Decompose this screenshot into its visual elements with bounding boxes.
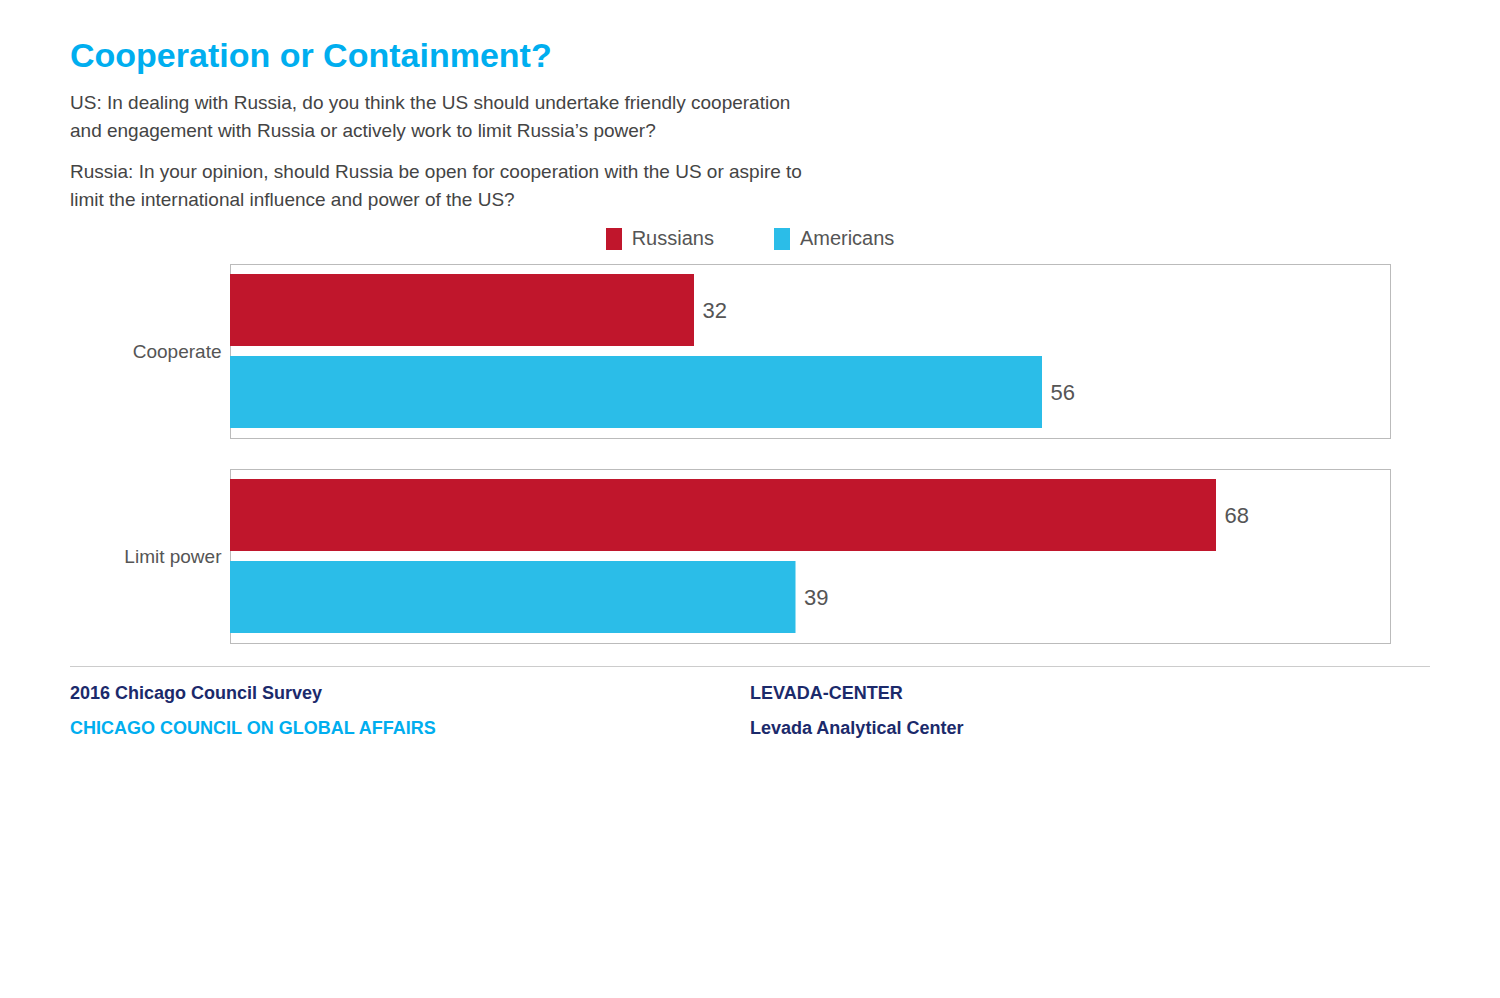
html-text:US: In dealing with Russia, do: US: In dealing with Russia, do you think… xyxy=(70,92,791,141)
svg-text:39: 39 xyxy=(804,585,828,610)
svg-text:Limit power: Limit power xyxy=(124,546,222,567)
svg-text:68: 68 xyxy=(1225,503,1249,528)
html-text:Russians: Russians xyxy=(631,227,714,250)
svg-text:32: 32 xyxy=(703,298,727,323)
html-text:Russia: In your opinion, shoul: Russia: In your opinion, should Russia b… xyxy=(70,161,802,210)
html-text:LEVADA-CENTER: LEVADA-CENTER xyxy=(750,683,903,704)
html-text:Cooperation or Containment?: Cooperation or Containment? xyxy=(70,36,552,74)
html-text:2016 Chicago Council Survey: 2016 Chicago Council Survey xyxy=(70,683,323,704)
html-text:Levada Analytical Center: Levada Analytical Center xyxy=(750,718,964,739)
svg-text:56: 56 xyxy=(1051,380,1075,405)
svg-text:Cooperate: Cooperate xyxy=(133,341,222,362)
html-text:CHICAGO COUNCIL ON GLOBAL AFFA: CHICAGO COUNCIL ON GLOBAL AFFAIRS xyxy=(70,718,436,739)
html-text:Americans: Americans xyxy=(799,227,895,250)
